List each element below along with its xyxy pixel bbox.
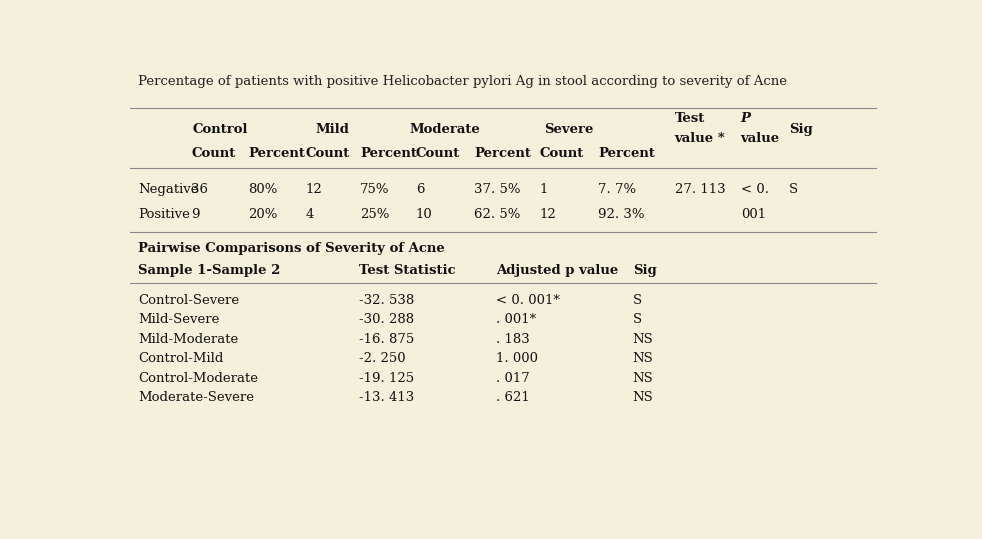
Text: 9: 9 [191,209,199,222]
Text: < 0. 001*: < 0. 001* [496,294,560,307]
Text: Negative: Negative [137,183,198,196]
Text: Sig: Sig [632,264,656,277]
Text: 92. 3%: 92. 3% [598,209,645,222]
Text: Count: Count [305,147,350,161]
Text: 7. 7%: 7. 7% [598,183,636,196]
Text: Mild-Moderate: Mild-Moderate [137,333,239,346]
Text: -19. 125: -19. 125 [358,372,413,385]
Text: . 017: . 017 [496,372,529,385]
Text: -30. 288: -30. 288 [358,313,413,327]
Text: . 001*: . 001* [496,313,536,327]
Text: 1. 000: 1. 000 [496,353,538,365]
Text: Adjusted p value: Adjusted p value [496,264,618,277]
Text: -32. 538: -32. 538 [358,294,414,307]
Text: Control-Moderate: Control-Moderate [137,372,258,385]
Text: Control: Control [192,123,247,136]
Text: 27. 113: 27. 113 [675,183,725,196]
Text: value *: value * [675,133,726,146]
Text: 37. 5%: 37. 5% [474,183,520,196]
Text: 20%: 20% [248,209,278,222]
Text: Moderate-Severe: Moderate-Severe [137,391,254,404]
Text: 001: 001 [740,209,766,222]
Text: Count: Count [540,147,584,161]
Text: . 183: . 183 [496,333,529,346]
Text: Pairwise Comparisons of Severity of Acne: Pairwise Comparisons of Severity of Acne [137,241,445,254]
Text: Mild: Mild [316,123,350,136]
Text: NS: NS [632,391,653,404]
Text: Percent: Percent [248,147,305,161]
Text: Moderate: Moderate [409,123,480,136]
Text: 75%: 75% [360,183,390,196]
Text: Test Statistic: Test Statistic [358,264,456,277]
Text: Percent: Percent [474,147,531,161]
Text: value: value [740,133,780,146]
Text: Severe: Severe [544,123,594,136]
Text: NS: NS [632,372,653,385]
Text: Test: Test [675,112,705,125]
Text: -2. 250: -2. 250 [358,353,406,365]
Text: 62. 5%: 62. 5% [474,209,520,222]
Text: Sample 1-Sample 2: Sample 1-Sample 2 [137,264,280,277]
Text: -16. 875: -16. 875 [358,333,414,346]
Text: 1: 1 [540,183,548,196]
Text: Percent: Percent [360,147,417,161]
Text: -13. 413: -13. 413 [358,391,414,404]
Text: P: P [740,112,750,125]
Text: Positive: Positive [137,209,190,222]
Text: 80%: 80% [248,183,278,196]
Text: Count: Count [415,147,460,161]
Text: 12: 12 [540,209,557,222]
Text: S: S [632,294,642,307]
Text: Sig: Sig [789,123,812,136]
Text: 25%: 25% [360,209,390,222]
Text: 4: 4 [305,209,314,222]
Text: . 621: . 621 [496,391,529,404]
Text: 12: 12 [305,183,322,196]
Text: S: S [789,183,797,196]
Text: Control-Severe: Control-Severe [137,294,239,307]
Text: Mild-Severe: Mild-Severe [137,313,219,327]
Text: Percentage of patients with positive Helicobacter pylori Ag in stool according t: Percentage of patients with positive Hel… [137,75,787,88]
Text: Percent: Percent [598,147,655,161]
Text: NS: NS [632,353,653,365]
Text: NS: NS [632,333,653,346]
Text: Control-Mild: Control-Mild [137,353,223,365]
Text: < 0.: < 0. [740,183,769,196]
Text: Count: Count [191,147,236,161]
Text: S: S [632,313,642,327]
Text: 6: 6 [415,183,424,196]
Text: 36: 36 [191,183,208,196]
Text: 10: 10 [415,209,432,222]
